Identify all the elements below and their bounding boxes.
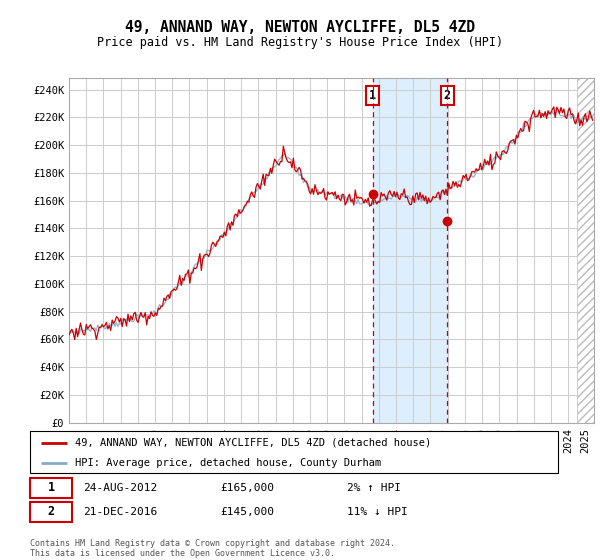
Text: 24-AUG-2012: 24-AUG-2012 — [83, 483, 157, 493]
Text: HPI: Average price, detached house, County Durham: HPI: Average price, detached house, Coun… — [75, 458, 381, 468]
Text: 1: 1 — [47, 482, 55, 494]
Text: £145,000: £145,000 — [220, 507, 274, 517]
Text: 2: 2 — [47, 505, 55, 518]
Text: 21-DEC-2016: 21-DEC-2016 — [83, 507, 157, 517]
Text: £165,000: £165,000 — [220, 483, 274, 493]
Text: Price paid vs. HM Land Registry's House Price Index (HPI): Price paid vs. HM Land Registry's House … — [97, 36, 503, 49]
Bar — [577, 78, 594, 423]
Text: 11% ↓ HPI: 11% ↓ HPI — [347, 507, 407, 517]
Text: 49, ANNAND WAY, NEWTON AYCLIFFE, DL5 4ZD (detached house): 49, ANNAND WAY, NEWTON AYCLIFFE, DL5 4ZD… — [75, 438, 431, 448]
FancyBboxPatch shape — [30, 478, 72, 498]
Text: 2: 2 — [443, 88, 451, 102]
Bar — [373, 78, 447, 423]
Text: 2% ↑ HPI: 2% ↑ HPI — [347, 483, 401, 493]
Text: 1: 1 — [369, 88, 376, 102]
FancyBboxPatch shape — [30, 502, 72, 522]
Text: Contains HM Land Registry data © Crown copyright and database right 2024.
This d: Contains HM Land Registry data © Crown c… — [30, 539, 395, 558]
Text: 49, ANNAND WAY, NEWTON AYCLIFFE, DL5 4ZD: 49, ANNAND WAY, NEWTON AYCLIFFE, DL5 4ZD — [125, 20, 475, 35]
